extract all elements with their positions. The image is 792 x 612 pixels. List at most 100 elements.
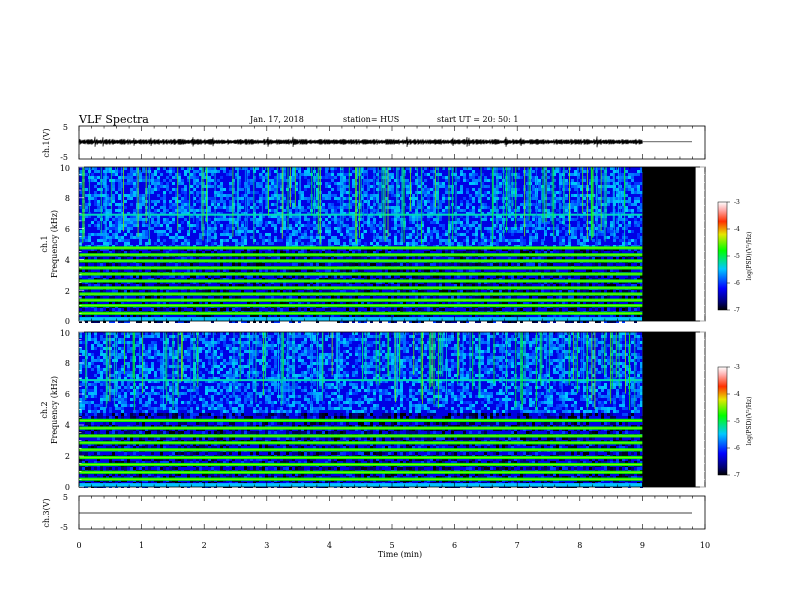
spectrogram-cell	[403, 263, 406, 266]
spectrogram-cell	[295, 302, 298, 305]
spectrogram-cell	[151, 275, 154, 278]
spectrogram-cell	[454, 296, 457, 299]
spectrogram-cell	[439, 290, 442, 293]
spectrogram-cell	[238, 206, 241, 209]
spectrogram-cell	[412, 284, 415, 287]
spectrogram-cell	[268, 215, 271, 218]
spectrogram-cell	[166, 302, 169, 305]
spectrogram-cell	[247, 200, 250, 203]
spectrogram-cell	[244, 284, 247, 287]
spectrogram-cell	[337, 218, 340, 221]
spectrogram-cell	[262, 179, 265, 182]
spectrogram-cell	[115, 218, 118, 221]
spectrogram-cell	[304, 170, 307, 173]
spectrogram-cell	[640, 242, 643, 245]
spectrogram-cell	[385, 209, 388, 212]
spectrogram-cell	[427, 209, 430, 212]
spectrogram-cell	[253, 239, 256, 242]
spectrogram-cell	[211, 230, 214, 233]
spectrogram-cell	[499, 206, 502, 209]
spectrogram-cell	[232, 188, 235, 191]
spectrogram-cell	[628, 290, 631, 293]
spectrogram-cell	[412, 302, 415, 305]
spectrogram-cell	[361, 194, 364, 197]
spectrogram-cell	[571, 296, 574, 299]
spectrogram-cell	[211, 236, 214, 239]
spectrogram-cell	[139, 179, 142, 182]
spectrogram-cell	[112, 173, 115, 176]
spectrogram-cell	[109, 269, 112, 272]
spectrogram-cell	[568, 290, 571, 293]
spectrogram-cell	[397, 242, 400, 245]
spectrogram-cell	[271, 284, 274, 287]
spectrogram-cell	[274, 308, 277, 311]
spectrogram-cell	[391, 302, 394, 305]
spectrogram-cell	[544, 221, 547, 224]
spectrogram-cell	[601, 203, 604, 206]
spectrogram-cell	[379, 182, 382, 185]
spectrogram-cell	[85, 188, 88, 191]
spectrogram-cell	[133, 224, 136, 227]
spectrogram-cell	[118, 236, 121, 239]
spectrogram-cell	[634, 221, 637, 224]
ch1-ytick-min: -5	[60, 153, 68, 162]
spectrogram-cell	[553, 197, 556, 200]
spectrogram-cell	[238, 242, 241, 245]
spectrogram-cell	[109, 257, 112, 260]
spectrogram-cell	[571, 173, 574, 176]
spectrogram-cell	[259, 296, 262, 299]
spectrogram-cell	[622, 239, 625, 242]
spectrogram-cell	[172, 188, 175, 191]
spectrogram-cell	[103, 182, 106, 185]
spectrogram-cell	[589, 209, 592, 212]
spectrogram-cell	[430, 176, 433, 179]
spectrogram-cell	[145, 224, 148, 227]
spectrogram-cell	[529, 263, 532, 266]
spectrogram-cell	[232, 263, 235, 266]
spectrogram-cell	[253, 191, 256, 194]
spectrogram-cell	[559, 206, 562, 209]
spectrogram-cell	[199, 191, 202, 194]
spectrogram-cell	[85, 203, 88, 206]
spectrogram-cell	[274, 188, 277, 191]
spectrogram-cell	[280, 227, 283, 230]
spectrogram-cell	[487, 290, 490, 293]
spectrogram-cell	[271, 182, 274, 185]
spectrogram-cell	[466, 257, 469, 260]
spectrogram-cell	[637, 197, 640, 200]
spectrogram-cell	[508, 227, 511, 230]
spectrogram-cell	[430, 206, 433, 209]
spectrogram-cell	[196, 185, 199, 188]
spectrogram-cell	[589, 200, 592, 203]
spectrogram-cell	[151, 227, 154, 230]
spectrogram-cell	[313, 269, 316, 272]
spectrogram-cell	[439, 200, 442, 203]
spectrogram-cell	[112, 185, 115, 188]
spectrogram-cell	[139, 203, 142, 206]
spectrogram-cell	[286, 230, 289, 233]
spectrogram-cell	[406, 236, 409, 239]
spectrogram-cell	[208, 290, 211, 293]
spectrogram-cell	[103, 233, 106, 236]
spectrogram-cell	[574, 185, 577, 188]
spectrogram-cell	[574, 200, 577, 203]
spectrogram-cell	[460, 191, 463, 194]
spectrogram-cell	[295, 221, 298, 224]
spectrogram-cell	[496, 275, 499, 278]
spectrogram-cell	[589, 296, 592, 299]
spectrogram-cell	[118, 212, 121, 215]
spectrogram-cell	[190, 269, 193, 272]
spectrogram-cell	[538, 215, 541, 218]
spectrogram-cell	[208, 251, 211, 254]
spectrogram-cell	[625, 290, 628, 293]
spectrogram-cell	[157, 257, 160, 260]
spectrogram-cell	[184, 194, 187, 197]
spectrogram-cell	[349, 203, 352, 206]
spectrogram-cell	[343, 185, 346, 188]
spectrogram-cell	[145, 230, 148, 233]
spectrogram-cell	[394, 227, 397, 230]
spectrogram-cell	[352, 182, 355, 185]
spectrogram-cell	[157, 176, 160, 179]
spectrogram-cell	[328, 233, 331, 236]
spectrogram-cell	[283, 257, 286, 260]
